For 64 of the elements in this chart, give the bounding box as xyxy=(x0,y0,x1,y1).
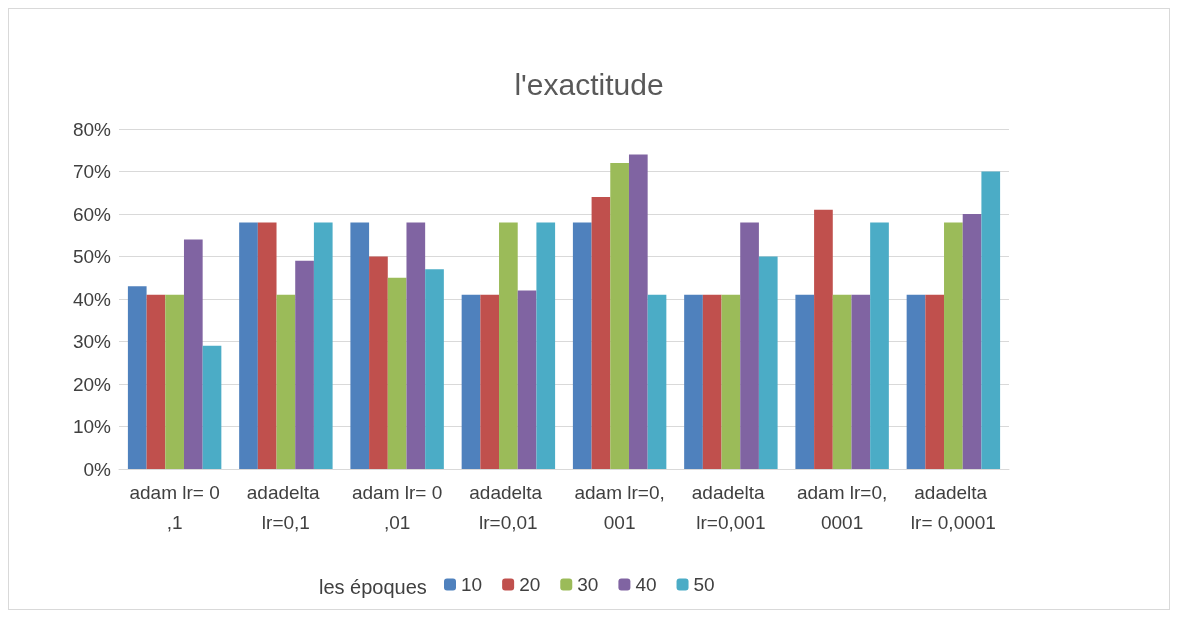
bar xyxy=(127,286,147,469)
bar xyxy=(165,294,184,469)
bar xyxy=(183,239,203,469)
bar xyxy=(721,294,741,469)
x-tick-label: adadelta lr=0,001 xyxy=(691,481,770,533)
x-tick-label: adam lr= 0,01 xyxy=(351,481,443,533)
legend-label: 50 xyxy=(693,574,715,595)
bar xyxy=(702,294,722,469)
bar xyxy=(591,197,611,469)
bar xyxy=(480,294,500,469)
x-tick-label: adam lr= 0,1 xyxy=(129,481,220,533)
y-tick-label: 10% xyxy=(72,416,112,437)
bar xyxy=(257,222,277,469)
bar xyxy=(369,256,388,469)
x-tick-label: adadelta lr= 0,0001 xyxy=(910,481,996,533)
bar xyxy=(313,222,333,469)
bar xyxy=(906,294,926,469)
bar xyxy=(740,222,759,469)
bar xyxy=(499,222,518,469)
bar xyxy=(628,154,648,469)
legend-label: 30 xyxy=(577,574,599,595)
bar xyxy=(962,214,982,469)
bar xyxy=(406,222,426,469)
legend-label: 20 xyxy=(519,574,541,595)
legend-label: 40 xyxy=(635,574,657,595)
bar xyxy=(517,290,537,469)
y-tick-label: 80% xyxy=(72,118,112,140)
bar xyxy=(239,222,258,469)
bar xyxy=(202,345,222,469)
y-tick-label: 70% xyxy=(72,161,112,182)
bar xyxy=(944,222,963,469)
bar xyxy=(925,294,945,469)
bar xyxy=(870,222,889,469)
bar xyxy=(536,222,556,469)
y-tick-label: 0% xyxy=(83,458,112,480)
y-tick-label: 40% xyxy=(72,288,112,310)
y-tick-label: 30% xyxy=(72,331,112,352)
y-tick-label: 20% xyxy=(72,373,112,395)
x-tick-label: adam lr=0,001 xyxy=(574,481,665,533)
bar xyxy=(461,294,481,469)
bar xyxy=(647,294,667,469)
chart-title: l'exactitude xyxy=(514,67,664,101)
bar xyxy=(758,256,778,469)
bar xyxy=(295,260,314,469)
bar xyxy=(572,222,592,469)
x-tick-label: adadelta lr=0,1 xyxy=(246,481,325,533)
bar xyxy=(387,277,407,469)
bar xyxy=(276,294,296,469)
bar xyxy=(851,294,871,469)
y-tick-label: 50% xyxy=(72,246,112,267)
bar xyxy=(146,294,166,469)
x-tick-label: adam lr=0,0001 xyxy=(796,481,888,533)
bar xyxy=(425,269,444,469)
bar xyxy=(795,294,815,469)
bar xyxy=(832,294,852,469)
bar xyxy=(684,294,703,469)
bar xyxy=(350,222,370,469)
bar xyxy=(814,209,833,469)
legend-label: 10 xyxy=(461,574,483,595)
x-tick-label: adadelta lr=0,01 xyxy=(469,481,548,533)
bar xyxy=(981,171,1001,469)
y-tick-label: 60% xyxy=(72,203,112,225)
bar xyxy=(610,163,629,469)
legend-title: les époques xyxy=(319,576,427,598)
